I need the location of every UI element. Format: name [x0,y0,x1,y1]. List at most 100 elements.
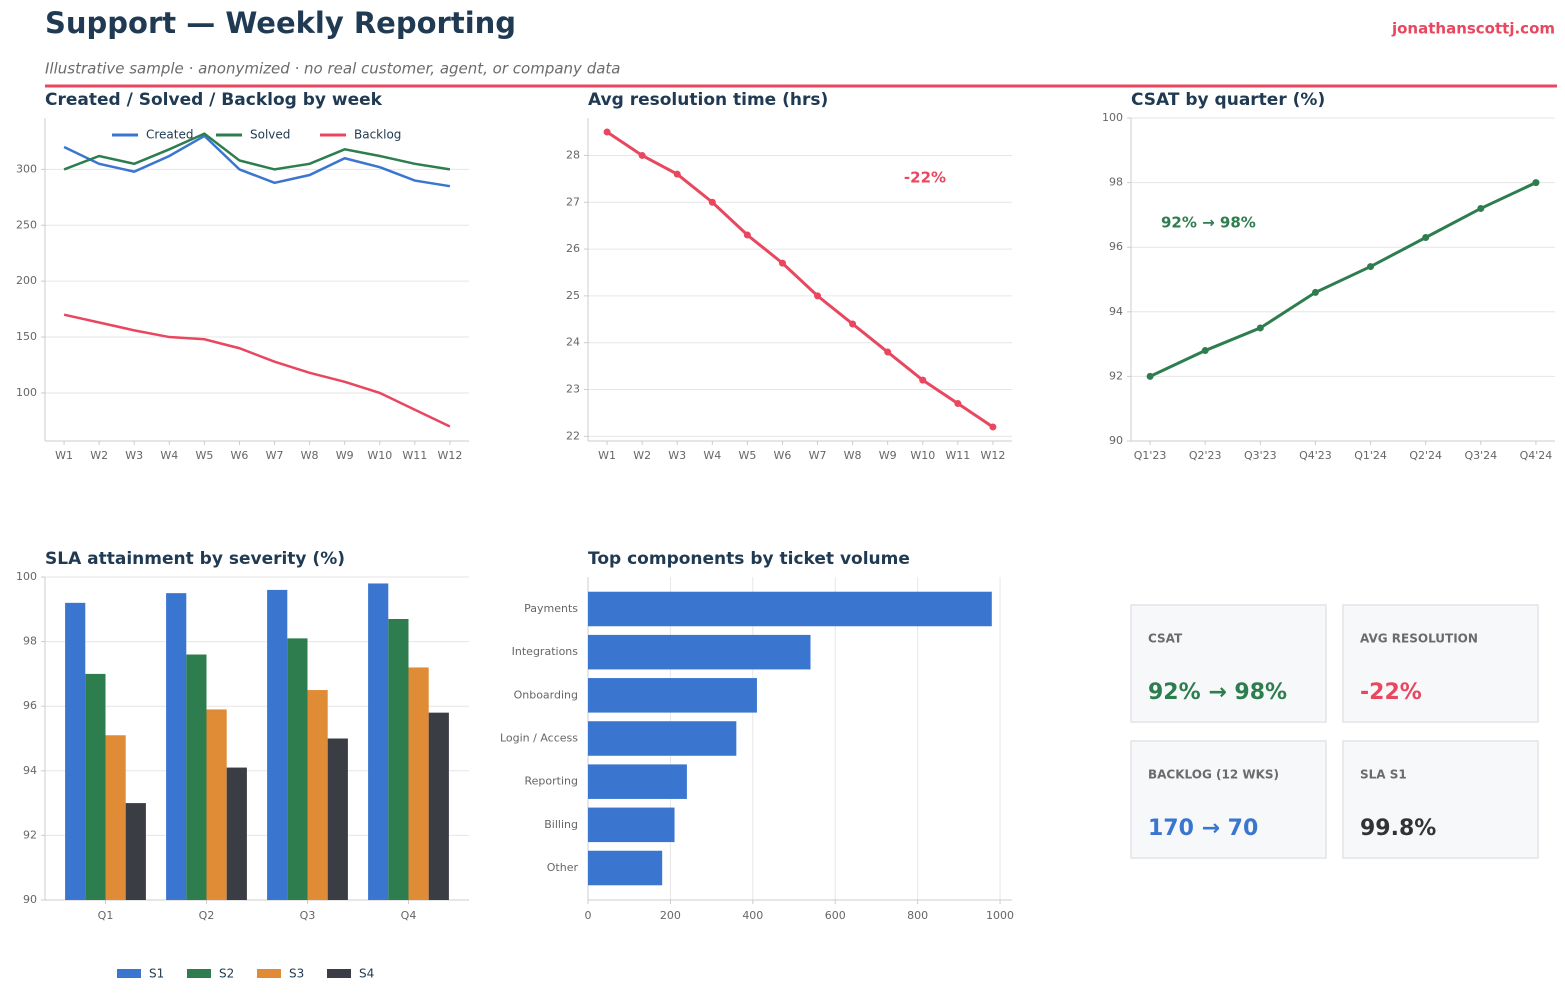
legend-label: S4 [359,967,374,981]
y-tick-label: Billing [544,818,578,831]
legend-swatch [257,969,281,978]
y-tick-label: 250 [16,218,37,231]
x-tick-label: W11 [945,449,970,462]
point [1532,179,1540,187]
bar [368,583,389,900]
legend-swatch [117,969,141,978]
y-tick-label: 92 [1109,369,1123,382]
bar [588,721,737,756]
kpi-value: -22% [1360,680,1422,705]
y-tick-label: Reporting [525,775,578,788]
x-tick-label: W4 [703,449,721,462]
y-tick-label: 25 [566,289,580,302]
bar [206,709,227,900]
bar [588,764,687,799]
point [708,198,716,206]
legend-label: S2 [219,967,234,981]
bar [588,591,992,627]
bar [327,738,348,900]
y-tick-label: 90 [1109,434,1123,447]
kpi-value: 99.8% [1360,816,1436,841]
bar [85,673,106,900]
x-tick-label: W9 [879,449,897,462]
x-tick-label: 0 [585,909,592,922]
kpi-card [1342,604,1539,723]
x-tick-label: Q1'24 [1354,449,1387,462]
kpi-label: CSAT [1148,632,1183,646]
legend-swatch [187,969,211,978]
point [778,259,786,267]
x-tick-label: W3 [125,449,143,462]
x-tick-label: Q3'24 [1464,449,1497,462]
kpi-label: AVG RESOLUTION [1360,632,1478,646]
y-tick-label: 100 [16,570,37,583]
kpi-value: 170 → 70 [1148,816,1258,841]
bar [186,654,207,900]
bar [588,807,675,843]
x-tick-label: Q4'24 [1520,449,1553,462]
chart-title: Top components by ticket volume [588,549,910,569]
x-tick-label: Q2'24 [1409,449,1442,462]
point [989,423,997,431]
y-tick-label: 28 [566,148,580,161]
y-tick-label: 98 [23,635,37,648]
bar [65,602,86,900]
y-tick-label: Integrations [512,645,579,658]
bar [125,803,146,900]
point [743,231,751,239]
point [919,376,927,384]
point [1201,347,1209,355]
series-line [1149,181,1537,378]
kpi-card [1130,604,1327,723]
y-tick-label: 96 [23,699,37,712]
kpi-label: BACKLOG (12 WKS) [1148,768,1279,782]
x-tick-label: W8 [301,449,319,462]
legend-swatch [327,969,351,978]
x-tick-label: W5 [738,449,756,462]
y-tick-label: 98 [1109,176,1123,189]
y-tick-label: 94 [23,764,37,777]
bar [588,634,811,670]
point [673,170,681,178]
point [884,348,892,356]
y-tick-label: 96 [1109,240,1123,253]
bar [166,593,187,900]
x-tick-label: Q4'23 [1299,449,1332,462]
annotation: 92% → 98% [1161,214,1256,232]
kpi-card [1130,740,1327,859]
x-tick-label: W7 [809,449,827,462]
bar [287,638,308,900]
x-tick-label: W6 [774,449,792,462]
y-tick-label: 300 [16,162,37,175]
point [954,400,962,408]
point [849,320,857,328]
bar [588,678,757,713]
x-tick-label: Q4 [401,909,417,922]
bar [428,712,449,900]
point [603,128,611,136]
series-line [63,313,451,428]
point [1367,263,1375,271]
kpi-value: 92% → 98% [1148,680,1287,705]
x-tick-label: W8 [844,449,862,462]
x-tick-label: W5 [195,449,213,462]
y-tick-label: 100 [1102,111,1123,124]
y-tick-label: Other [547,861,579,874]
x-tick-label: W7 [266,449,284,462]
series-line [606,130,994,429]
point [1256,324,1264,332]
kpi-card [1342,740,1539,859]
x-tick-label: W6 [231,449,249,462]
y-tick-label: 27 [566,195,580,208]
y-tick-label: 150 [16,330,37,343]
point [638,151,646,159]
chart-title: CSAT by quarter (%) [1131,90,1325,110]
x-tick-label: W1 [55,449,73,462]
page-title: Support — Weekly Reporting [45,6,516,40]
x-tick-label: 1000 [986,909,1014,922]
bar [588,850,663,886]
y-tick-label: Login / Access [500,732,578,745]
y-tick-label: Payments [524,602,578,615]
legend-label: S1 [149,967,164,981]
